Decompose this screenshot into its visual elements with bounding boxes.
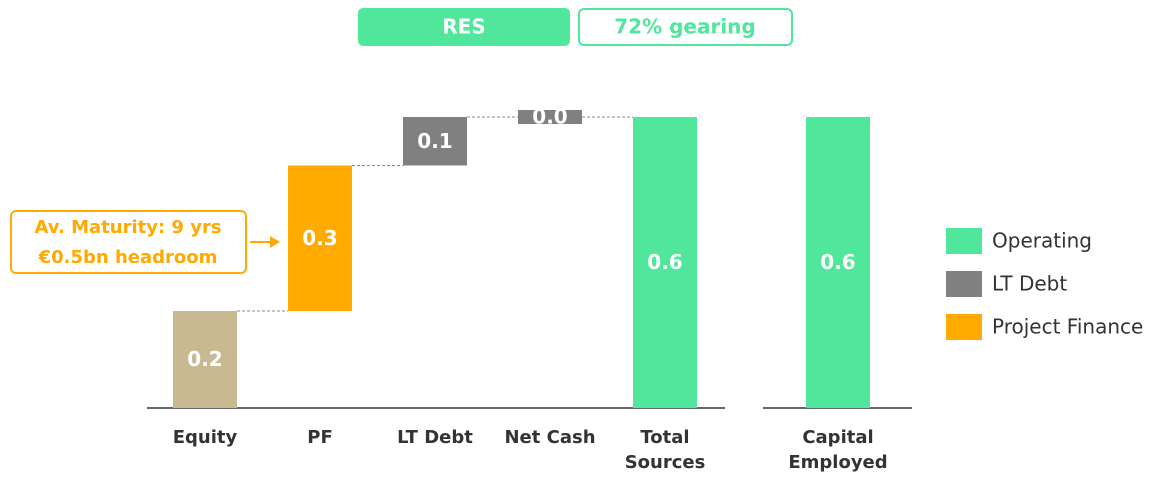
header-company: RES xyxy=(442,15,485,39)
bar xyxy=(173,311,237,408)
bar xyxy=(403,117,467,166)
x-tick-label: Net Cash xyxy=(504,427,596,448)
annotation: €0.5bn headroom xyxy=(38,247,218,268)
legend-label: LT Debt xyxy=(992,272,1067,296)
value-label: 0.3 xyxy=(302,226,337,250)
legend-swatch xyxy=(946,271,982,297)
bar xyxy=(806,117,870,408)
legend-swatch xyxy=(946,228,982,254)
header-box xyxy=(578,8,793,46)
x-tick-label: Capital Employed xyxy=(788,427,888,473)
annotation-box xyxy=(10,210,247,274)
legend-label: Operating xyxy=(992,229,1092,253)
value-label: 0.1 xyxy=(417,129,452,153)
annotation: Av. Maturity: 9 yrs xyxy=(34,217,221,238)
header-box xyxy=(358,8,570,46)
value-label: 0.0 xyxy=(532,105,567,129)
bar xyxy=(633,117,697,408)
annotation-arrow xyxy=(270,236,280,248)
value-label: 0.2 xyxy=(187,347,222,371)
legend-swatch xyxy=(946,314,982,340)
header-gearing: 72% gearing xyxy=(614,15,755,39)
value-label: 0.6 xyxy=(820,250,855,274)
x-tick-label: Total Sources xyxy=(624,427,706,473)
value-label: 0.6 xyxy=(647,250,682,274)
x-tick-label: PF xyxy=(307,427,333,448)
bar xyxy=(288,165,352,311)
x-tick-label: Equity xyxy=(172,427,238,448)
legend-label: Project Finance xyxy=(992,315,1143,339)
x-tick-label: LT Debt xyxy=(397,427,473,448)
bar xyxy=(518,110,582,124)
